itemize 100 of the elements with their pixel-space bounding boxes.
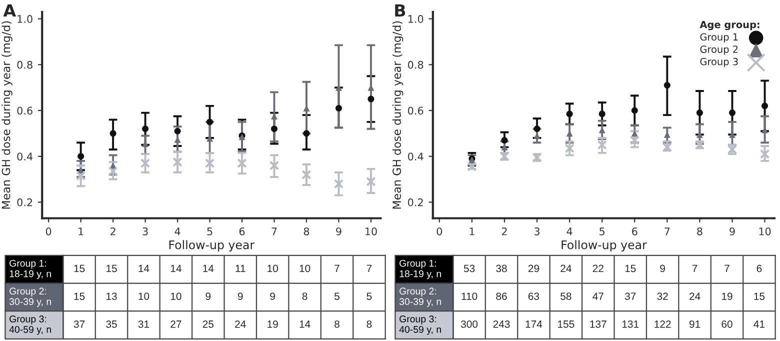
text: 37 bbox=[74, 320, 85, 328]
y-tick-label: 0.4 bbox=[17, 152, 33, 160]
text: 35 bbox=[106, 320, 117, 328]
x-tick-label: 7 bbox=[272, 228, 277, 236]
x-tick-label: 4 bbox=[566, 228, 572, 236]
text: 7 bbox=[366, 264, 372, 272]
y-tick-label: 1.0 bbox=[408, 15, 424, 23]
text: 122 bbox=[654, 320, 671, 328]
text: 6 bbox=[756, 264, 762, 272]
text: 38 bbox=[496, 264, 507, 272]
x-tick-label: 10 bbox=[365, 227, 377, 236]
y-tick-label: 0.8 bbox=[17, 60, 32, 69]
text: 15 bbox=[74, 292, 85, 300]
text: 8 bbox=[334, 320, 340, 328]
category-label: Group 2: 30-39 y, n bbox=[399, 288, 441, 307]
y-tick-label: 1.0 bbox=[18, 15, 32, 23]
legend-label: Group 3 bbox=[700, 58, 738, 68]
text: 86 bbox=[496, 292, 507, 300]
text: 60 bbox=[722, 320, 732, 328]
text: 24 bbox=[690, 292, 700, 300]
x-tick-label: 1 bbox=[470, 228, 474, 236]
text: 31 bbox=[138, 320, 149, 328]
x-tick-label: 1 bbox=[78, 228, 84, 236]
y-tick-label: 0.4 bbox=[408, 152, 424, 160]
y-tick-label: 0.2 bbox=[17, 198, 32, 206]
text: 7 bbox=[692, 264, 698, 272]
text: 8 bbox=[302, 292, 308, 300]
x-tick-label: 2 bbox=[502, 227, 507, 236]
text: 24 bbox=[560, 264, 572, 272]
x-tick-label: 4 bbox=[174, 228, 180, 236]
text: 58 bbox=[560, 292, 572, 300]
text: 9 bbox=[660, 264, 665, 272]
text: 174 bbox=[526, 320, 542, 328]
legend-title: Age group: bbox=[700, 20, 760, 30]
text: 110 bbox=[462, 292, 478, 300]
x-tick-label: 7 bbox=[664, 228, 670, 236]
x-tick-label: 10 bbox=[759, 227, 771, 236]
text: 9 bbox=[238, 292, 243, 300]
text: 10 bbox=[268, 264, 278, 272]
text: 7 bbox=[724, 264, 730, 272]
category-label: Group 3: 40-59 y, n bbox=[399, 316, 441, 335]
text: 14 bbox=[138, 264, 150, 272]
y-axis-title: Mean GH dose during year (mg/d) bbox=[392, 21, 404, 209]
legend-label: Group 1 bbox=[700, 33, 738, 42]
category-label: Group 1: 18-19 y, n bbox=[10, 260, 51, 280]
x-tick-label: 0 bbox=[436, 227, 442, 236]
text: 32 bbox=[657, 292, 668, 300]
x-tick-label: 5 bbox=[600, 228, 604, 236]
chart-title: A bbox=[3, 4, 16, 17]
text: 7 bbox=[334, 264, 340, 272]
text: 37 bbox=[624, 292, 636, 300]
text: 300 bbox=[460, 320, 478, 328]
x-tick-label: 2 bbox=[110, 227, 116, 236]
x-tick-label: 8 bbox=[697, 227, 702, 236]
y-tick-label: 0.8 bbox=[408, 60, 424, 69]
text: 131 bbox=[622, 320, 639, 328]
text: 8 bbox=[366, 320, 372, 328]
text: 22 bbox=[592, 264, 604, 272]
text: 15 bbox=[625, 264, 636, 272]
text: 13 bbox=[106, 292, 117, 300]
text: 25 bbox=[202, 320, 214, 328]
text: 5 bbox=[366, 292, 372, 300]
text: 15 bbox=[754, 292, 765, 300]
text: 10 bbox=[138, 292, 150, 300]
text: 14 bbox=[300, 320, 310, 328]
text: 137 bbox=[590, 320, 606, 328]
text: 243 bbox=[493, 320, 510, 328]
text: 41 bbox=[754, 320, 764, 328]
text: 91 bbox=[689, 320, 700, 328]
text: 11 bbox=[236, 264, 246, 272]
text: 15 bbox=[106, 264, 117, 272]
text: 155 bbox=[558, 320, 574, 328]
legend-label: Group 2 bbox=[700, 46, 738, 55]
x-tick-label: 6 bbox=[239, 227, 245, 236]
category-label: Group 3: 40-59 y, n bbox=[9, 316, 51, 335]
category-label: Group 1: 18-19 y, n bbox=[400, 260, 441, 280]
text: 15 bbox=[74, 264, 85, 272]
x-tick-label: 8 bbox=[304, 227, 310, 236]
x-axis-title: Follow-up year bbox=[562, 240, 647, 252]
x-tick-label: 3 bbox=[142, 227, 148, 236]
x-tick-label: 0 bbox=[46, 227, 52, 236]
y-tick-label: 0.6 bbox=[408, 106, 424, 115]
text: 24 bbox=[235, 320, 246, 328]
text: 19 bbox=[722, 292, 732, 300]
x-axis-title: Follow-up year bbox=[169, 240, 255, 252]
text: 19 bbox=[268, 320, 278, 328]
text: 53 bbox=[464, 264, 475, 272]
x-tick-label: 9 bbox=[336, 227, 342, 236]
text: 9 bbox=[206, 292, 211, 300]
text: 47 bbox=[592, 292, 604, 300]
x-tick-label: 6 bbox=[632, 227, 638, 236]
text: 63 bbox=[528, 292, 540, 300]
y-tick-label: 0.2 bbox=[408, 198, 423, 206]
text: 10 bbox=[300, 264, 310, 272]
y-tick-label: 0.6 bbox=[17, 106, 32, 115]
x-tick-label: 3 bbox=[534, 227, 540, 236]
text: 14 bbox=[203, 264, 214, 272]
text: 14 bbox=[170, 264, 182, 272]
category-label: Group 2: 30-39 y, n bbox=[9, 288, 51, 307]
chart-title: B bbox=[395, 4, 406, 17]
